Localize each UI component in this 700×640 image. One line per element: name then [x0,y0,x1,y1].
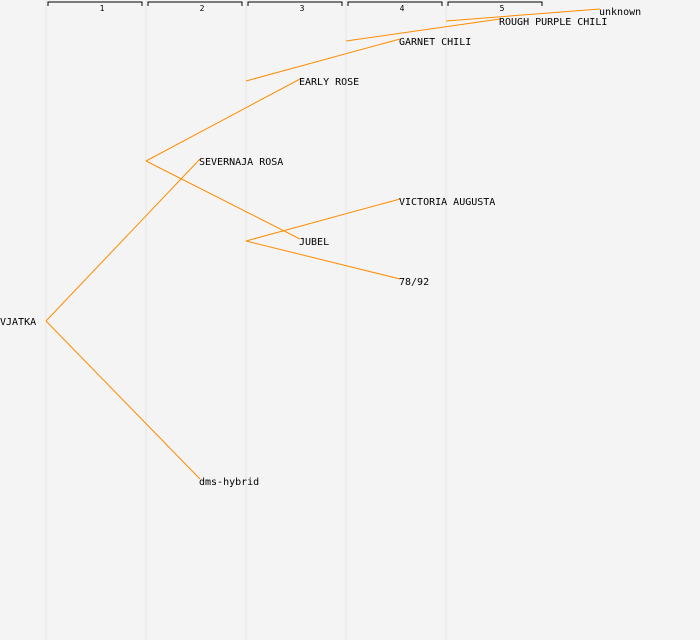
generation-number: 5 [500,4,505,13]
generation-bracket [147,1,243,6]
generation-number: 3 [300,4,305,13]
pedigree-edge [145,160,301,240]
generation-bracket [447,1,543,6]
generation-bracket [247,1,343,6]
pedigree-node-label: VICTORIA AUGUSTA [399,197,495,208]
pedigree-edge [45,158,201,322]
pedigree-edge [345,18,501,42]
pedigree-node-label: EARLY ROSE [299,77,359,88]
pedigree-node-label: SEVERNAJA ROSA [199,157,283,168]
pedigree-node-label: GARNET CHILI [399,37,471,48]
pedigree-edge [145,78,301,162]
pedigree-edge [245,198,401,242]
generation-number: 4 [400,4,405,13]
pedigree-node-label: JUBEL [299,237,329,248]
generation-number: 2 [200,4,205,13]
generation-bracket [347,1,443,6]
generation-bracket [47,1,143,6]
pedigree-node-label: ROUGH PURPLE CHILI [499,17,607,28]
pedigree-edge [45,320,201,480]
generation-grid: 1 2 3 4 5 [45,0,543,640]
generation-number: 1 [100,4,105,13]
pedigree-edge [245,240,401,280]
pedigree-edge [445,8,601,22]
pedigree-node-label: dms-hybrid [199,477,259,488]
pedigree-labels: VJATKA SEVERNAJA ROSA dms-hybrid EARLY ROSE… [0,7,641,488]
pedigree-node-label: VJATKA [0,317,36,328]
pedigree-edge [245,38,401,82]
pedigree-node-label: 78/92 [399,277,429,288]
pedigree-edges [45,8,601,480]
pedigree-node-label: unknown [599,7,641,18]
